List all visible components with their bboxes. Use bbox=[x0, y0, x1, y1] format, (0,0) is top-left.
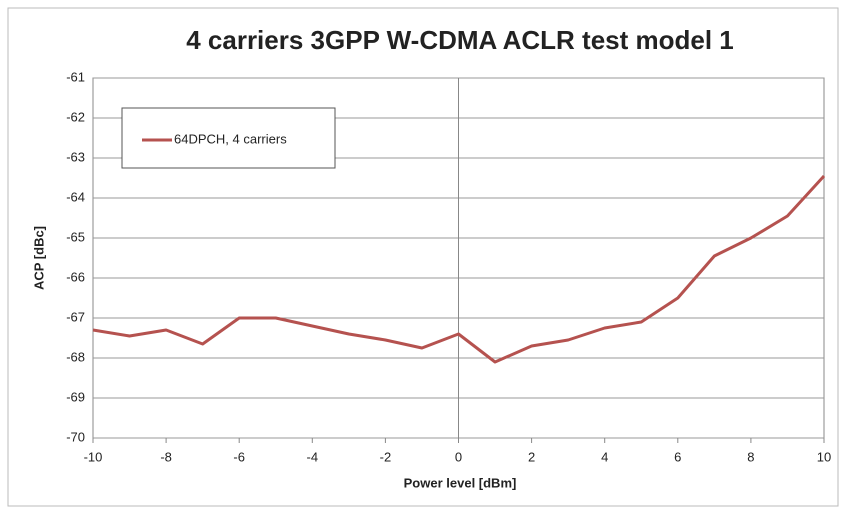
x-tick-label: -2 bbox=[380, 449, 392, 464]
y-axis-label: ACP [dBc] bbox=[31, 226, 46, 290]
x-tick-label: -10 bbox=[84, 449, 103, 464]
y-tick-label: -65 bbox=[66, 229, 85, 244]
y-tick-label: -70 bbox=[66, 429, 85, 444]
y-tick-label: -69 bbox=[66, 389, 85, 404]
y-tick-label: -61 bbox=[66, 69, 85, 84]
x-tick-label: -6 bbox=[233, 449, 245, 464]
data-line bbox=[92, 174, 826, 364]
y-tick-label: -68 bbox=[66, 349, 85, 364]
x-tick-label: 8 bbox=[747, 449, 754, 464]
x-tick-label: 10 bbox=[817, 449, 831, 464]
chart-title: 4 carriers 3GPP W-CDMA ACLR test model 1 bbox=[186, 25, 734, 55]
x-tick-label: -8 bbox=[160, 449, 172, 464]
legend-box bbox=[121, 107, 336, 169]
x-tick-label: 4 bbox=[601, 449, 608, 464]
x-tick-label: -4 bbox=[307, 449, 319, 464]
x-axis-label: Power level [dBm] bbox=[404, 475, 517, 490]
y-tick-label: -64 bbox=[66, 189, 85, 204]
y-tick-label: -67 bbox=[66, 309, 85, 324]
y-tick-label: -62 bbox=[66, 109, 85, 124]
y-tick-label: -66 bbox=[66, 269, 85, 284]
y-tick-label: -63 bbox=[66, 149, 85, 164]
x-tick-label: 2 bbox=[528, 449, 535, 464]
x-tick-label: 0 bbox=[455, 449, 462, 464]
x-tick-label: 6 bbox=[674, 449, 681, 464]
legend-label: 64DPCH, 4 carriers bbox=[174, 131, 287, 146]
